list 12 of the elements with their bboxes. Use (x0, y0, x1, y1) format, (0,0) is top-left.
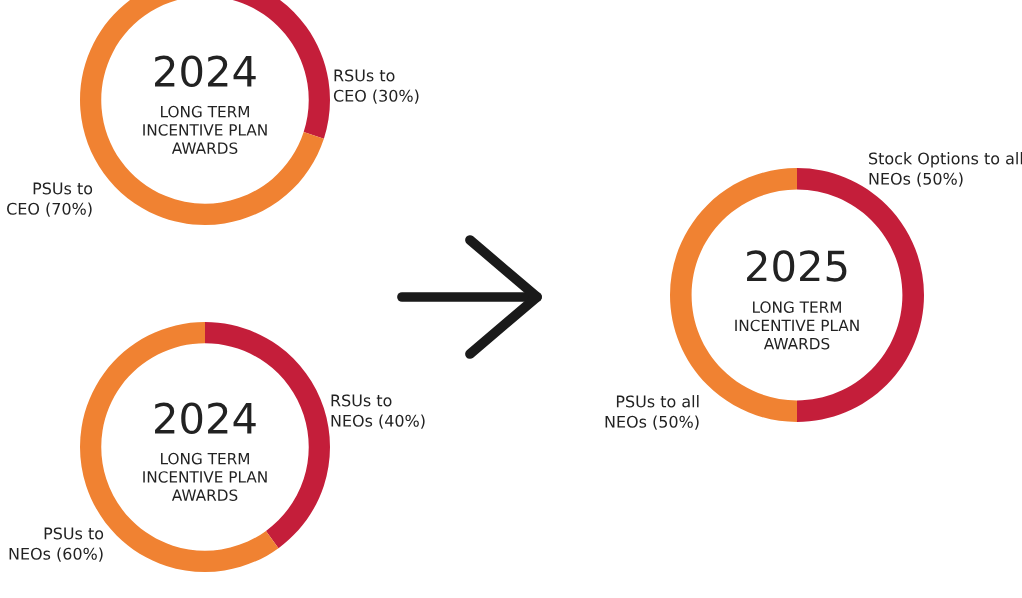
text: 2024 (155, 402, 256, 435)
slice-label: PSUs to NEOs (60%) (9, 527, 104, 562)
text: LONG TERM INCENTIVE PLAN AWARDS (735, 301, 859, 350)
slice-label: PSUs to all NEOs (50%) (605, 395, 699, 430)
text: 2025 (747, 250, 847, 282)
text: 2024 (155, 55, 256, 88)
text: LONG TERM INCENTIVE PLAN AWARDS (143, 105, 267, 154)
slice-label: RSUs to CEO (30%) (333, 69, 419, 104)
slice-label: Stock Options to all NEOs (50%) (869, 152, 1022, 187)
text: LONG TERM INCENTIVE PLAN AWARDS (143, 452, 267, 501)
slice-label: PSUs to CEO (70%) (7, 182, 93, 217)
slice-label: RSUs to NEOs (40%) (331, 394, 425, 429)
